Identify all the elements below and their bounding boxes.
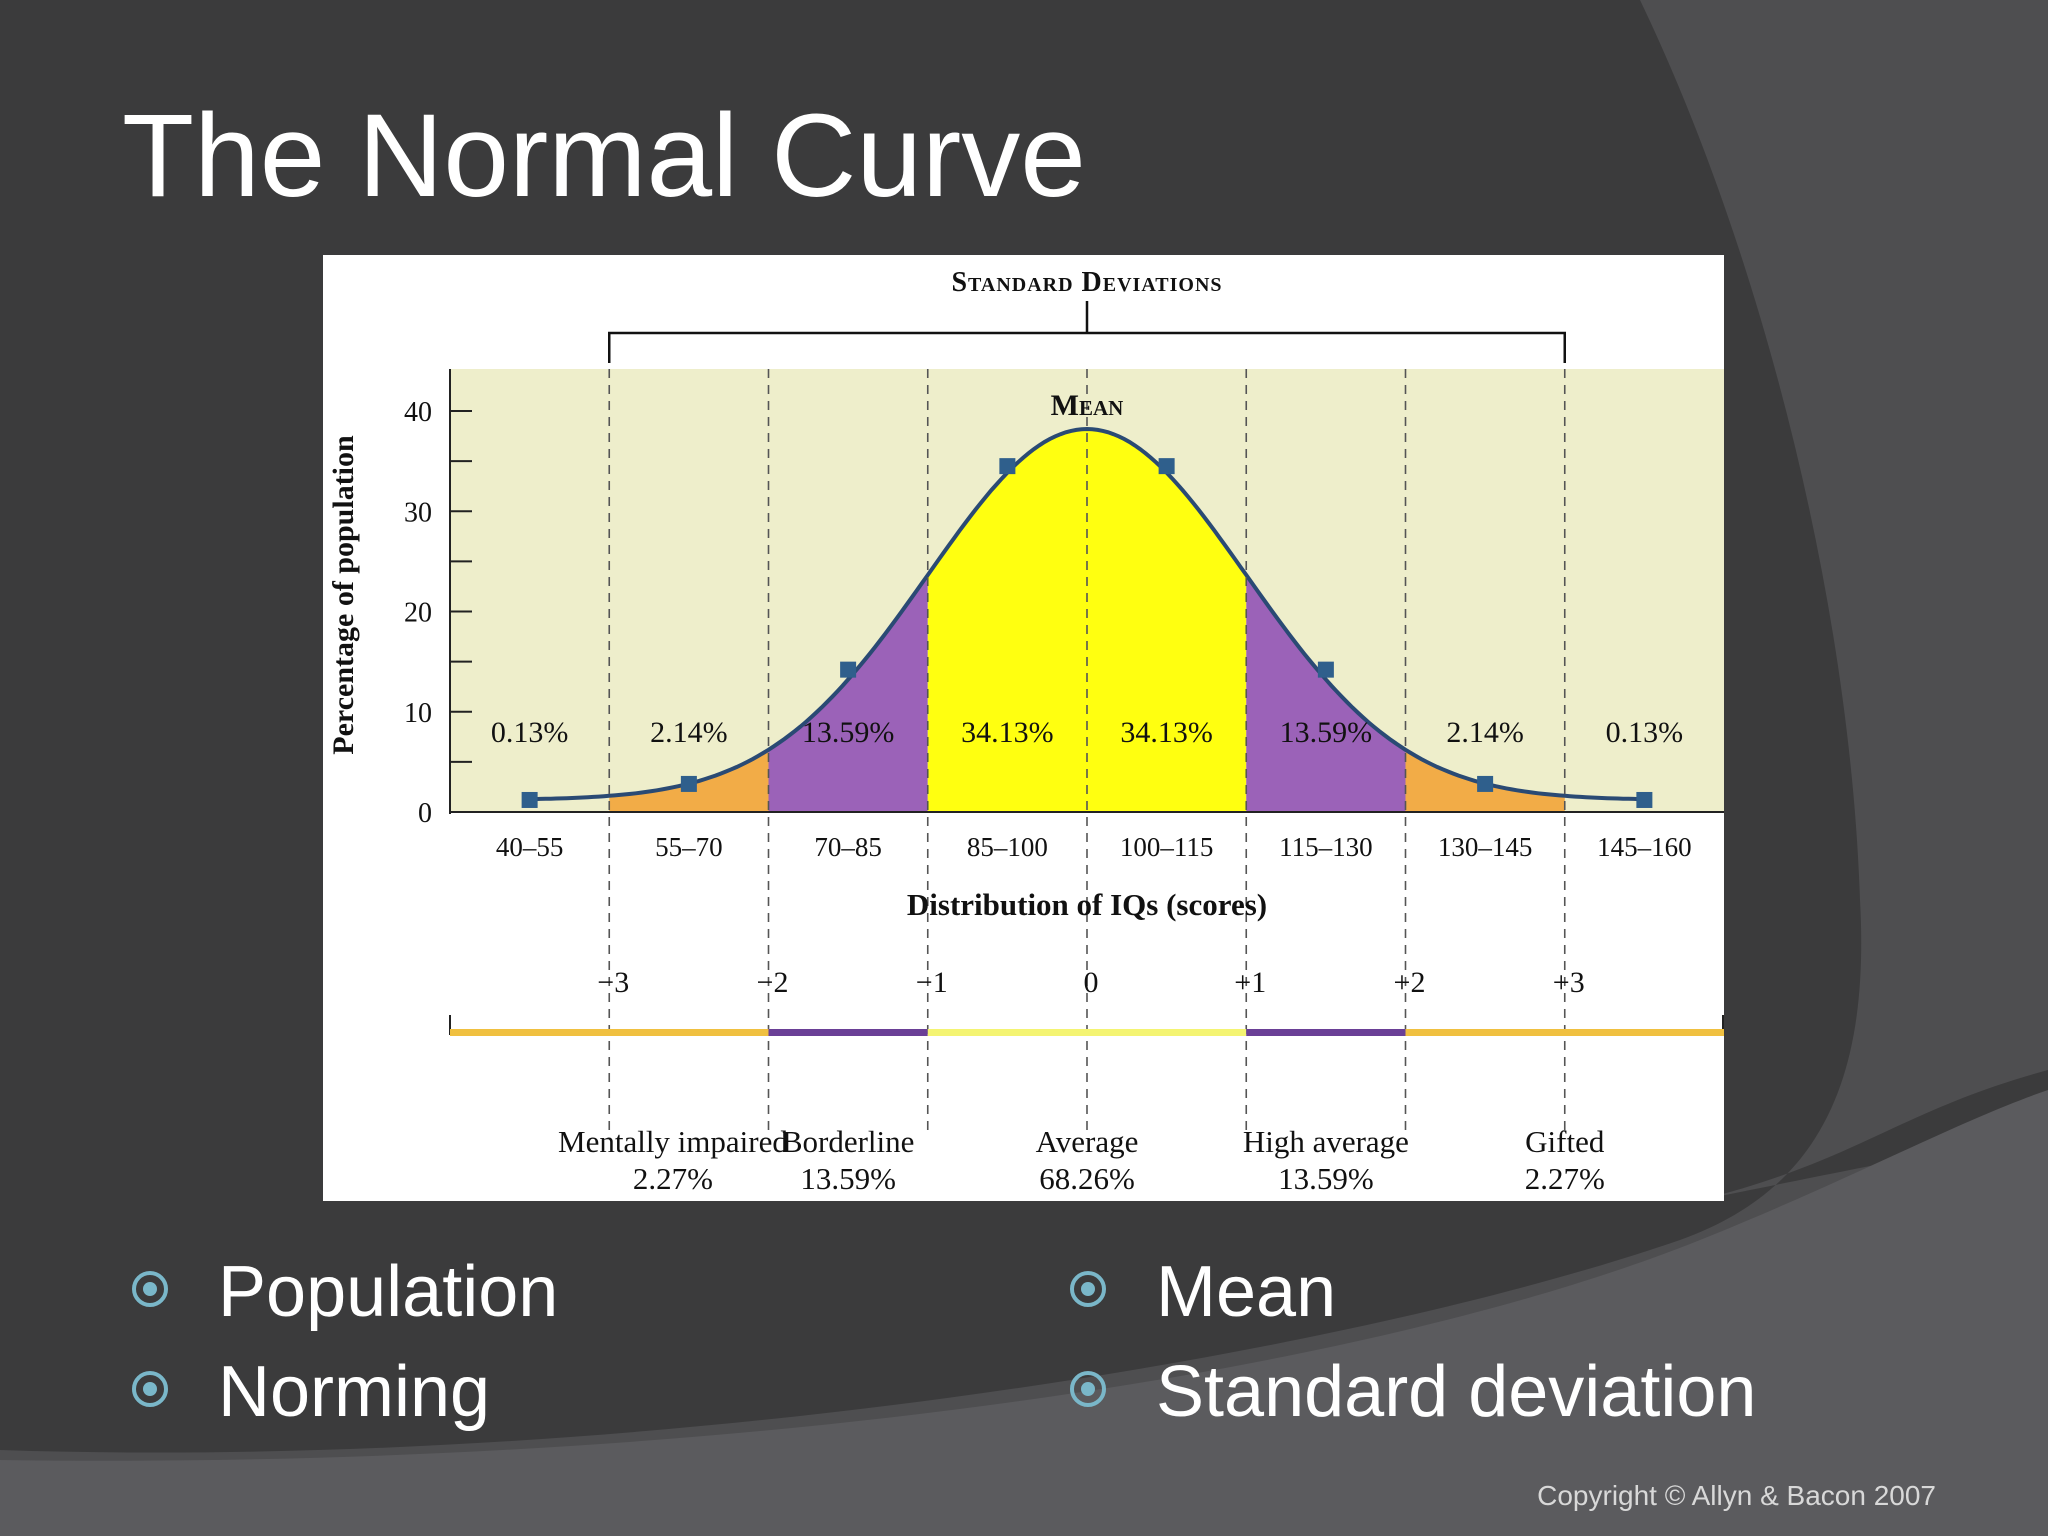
band-percentage-label: 0.13% bbox=[1606, 716, 1684, 749]
curve-point-marker bbox=[680, 775, 697, 792]
area-band bbox=[1087, 429, 1247, 812]
classification-percentage: 68.26% bbox=[1039, 1161, 1135, 1196]
bullet-text: Population bbox=[218, 1252, 559, 1332]
normal-curve-line bbox=[529, 426, 1645, 802]
mean-label: Mean bbox=[1051, 389, 1124, 422]
area-band bbox=[1405, 749, 1565, 812]
y-tick-label: 10 bbox=[404, 698, 432, 729]
classification-name: Gifted bbox=[1525, 1124, 1605, 1159]
normal-curve-chart: 0 10 20 30 40 Percentage of population Standar… bbox=[327, 267, 1724, 1196]
y-tick-label: 30 bbox=[404, 497, 432, 528]
curve-point-marker bbox=[1158, 458, 1175, 475]
y-axis-label: Percentage of population bbox=[327, 435, 360, 755]
area-band bbox=[609, 749, 769, 812]
sd-number-label: +3 bbox=[1553, 966, 1585, 999]
bullet-text: Norming bbox=[218, 1352, 491, 1432]
area-band bbox=[927, 429, 1087, 812]
curve-point-marker bbox=[521, 791, 538, 808]
x-tick-label: 145–160 bbox=[1597, 832, 1692, 862]
bullet-text: Mean bbox=[1156, 1252, 1337, 1332]
classification-bar-segment bbox=[1405, 1029, 1724, 1036]
y-tick-label: 0 bbox=[418, 798, 432, 829]
sd-number-label: 0 bbox=[1084, 966, 1099, 999]
classification-name: Average bbox=[1036, 1124, 1139, 1159]
bullet-text: Standard deviation bbox=[1156, 1352, 1757, 1432]
area-band bbox=[1246, 575, 1406, 812]
circle-bullet-icon bbox=[1070, 1271, 1106, 1307]
classification-bar-segment bbox=[450, 1029, 769, 1036]
bullet-list: Population Norming Mean Standard deviati… bbox=[0, 1252, 2048, 1472]
chart-title: Standard Deviations bbox=[951, 267, 1222, 298]
sd-number-label: −1 bbox=[916, 966, 948, 999]
bullet-item-population: Population bbox=[132, 1252, 559, 1332]
classification-percentage: 2.27% bbox=[1525, 1161, 1605, 1196]
bullet-item-norming: Norming bbox=[132, 1352, 491, 1432]
curve-point-marker bbox=[1636, 791, 1653, 808]
classification-name: Borderline bbox=[782, 1124, 915, 1159]
standard-deviations-bracket bbox=[608, 301, 1566, 363]
classification-percentage: 13.59% bbox=[1278, 1161, 1374, 1196]
curve-point-marker bbox=[840, 661, 857, 678]
background-swoosh-lower bbox=[0, 1090, 2048, 1536]
curve-point-marker bbox=[1477, 775, 1494, 792]
x-tick-label: 100–115 bbox=[1120, 832, 1214, 862]
sd-number-label: +2 bbox=[1394, 966, 1426, 999]
band-percentage-label: 34.13% bbox=[1120, 716, 1213, 749]
bullet-item-standard-deviation: Standard deviation bbox=[1070, 1352, 1757, 1432]
x-tick-label: 55–70 bbox=[655, 832, 723, 862]
circle-bullet-icon bbox=[132, 1371, 168, 1407]
classification-name: Mentally impaired bbox=[558, 1124, 788, 1159]
slide-title: The Normal Curve bbox=[122, 90, 1086, 222]
classification-bar-segment bbox=[927, 1029, 1247, 1036]
copyright-notice: Copyright © Allyn & Bacon 2007 bbox=[1537, 1480, 1936, 1511]
classification-percentage: 2.27% bbox=[633, 1161, 713, 1196]
x-axis-label: Distribution of IQs (scores) bbox=[907, 887, 1267, 922]
classification-bar-segment bbox=[768, 1029, 928, 1036]
band-percentage-label: 13.59% bbox=[1280, 716, 1373, 749]
band-percentage-label: 2.14% bbox=[650, 716, 728, 749]
curve-point-marker bbox=[1317, 661, 1334, 678]
band-percentage-label: 2.14% bbox=[1446, 716, 1524, 749]
sd-number-label: −3 bbox=[597, 966, 629, 999]
normal-curve-figure: 0 10 20 30 40 Percentage of population Standar… bbox=[323, 255, 1724, 1201]
x-tick-label: 70–85 bbox=[814, 832, 882, 862]
bullet-item-mean: Mean bbox=[1070, 1252, 1337, 1332]
curve-point-marker bbox=[999, 458, 1016, 475]
x-tick-label: 40–55 bbox=[496, 832, 564, 862]
circle-bullet-icon bbox=[1070, 1371, 1106, 1407]
band-percentage-label: 34.13% bbox=[961, 716, 1054, 749]
classification-name: High average bbox=[1243, 1124, 1409, 1159]
y-tick-label: 40 bbox=[404, 397, 432, 428]
classification-percentage: 13.59% bbox=[800, 1161, 896, 1196]
band-percentage-label: 0.13% bbox=[491, 716, 569, 749]
band-percentage-label: 13.59% bbox=[802, 716, 895, 749]
x-tick-label: 85–100 bbox=[967, 832, 1048, 862]
x-tick-label: 130–145 bbox=[1438, 832, 1533, 862]
sd-number-label: −2 bbox=[757, 966, 789, 999]
x-tick-label: 115–130 bbox=[1279, 832, 1373, 862]
circle-bullet-icon bbox=[132, 1271, 168, 1307]
area-band bbox=[768, 575, 928, 812]
classification-bar-segment bbox=[1246, 1029, 1406, 1036]
y-tick-label: 20 bbox=[404, 598, 432, 629]
sd-number-label: +1 bbox=[1234, 966, 1266, 999]
